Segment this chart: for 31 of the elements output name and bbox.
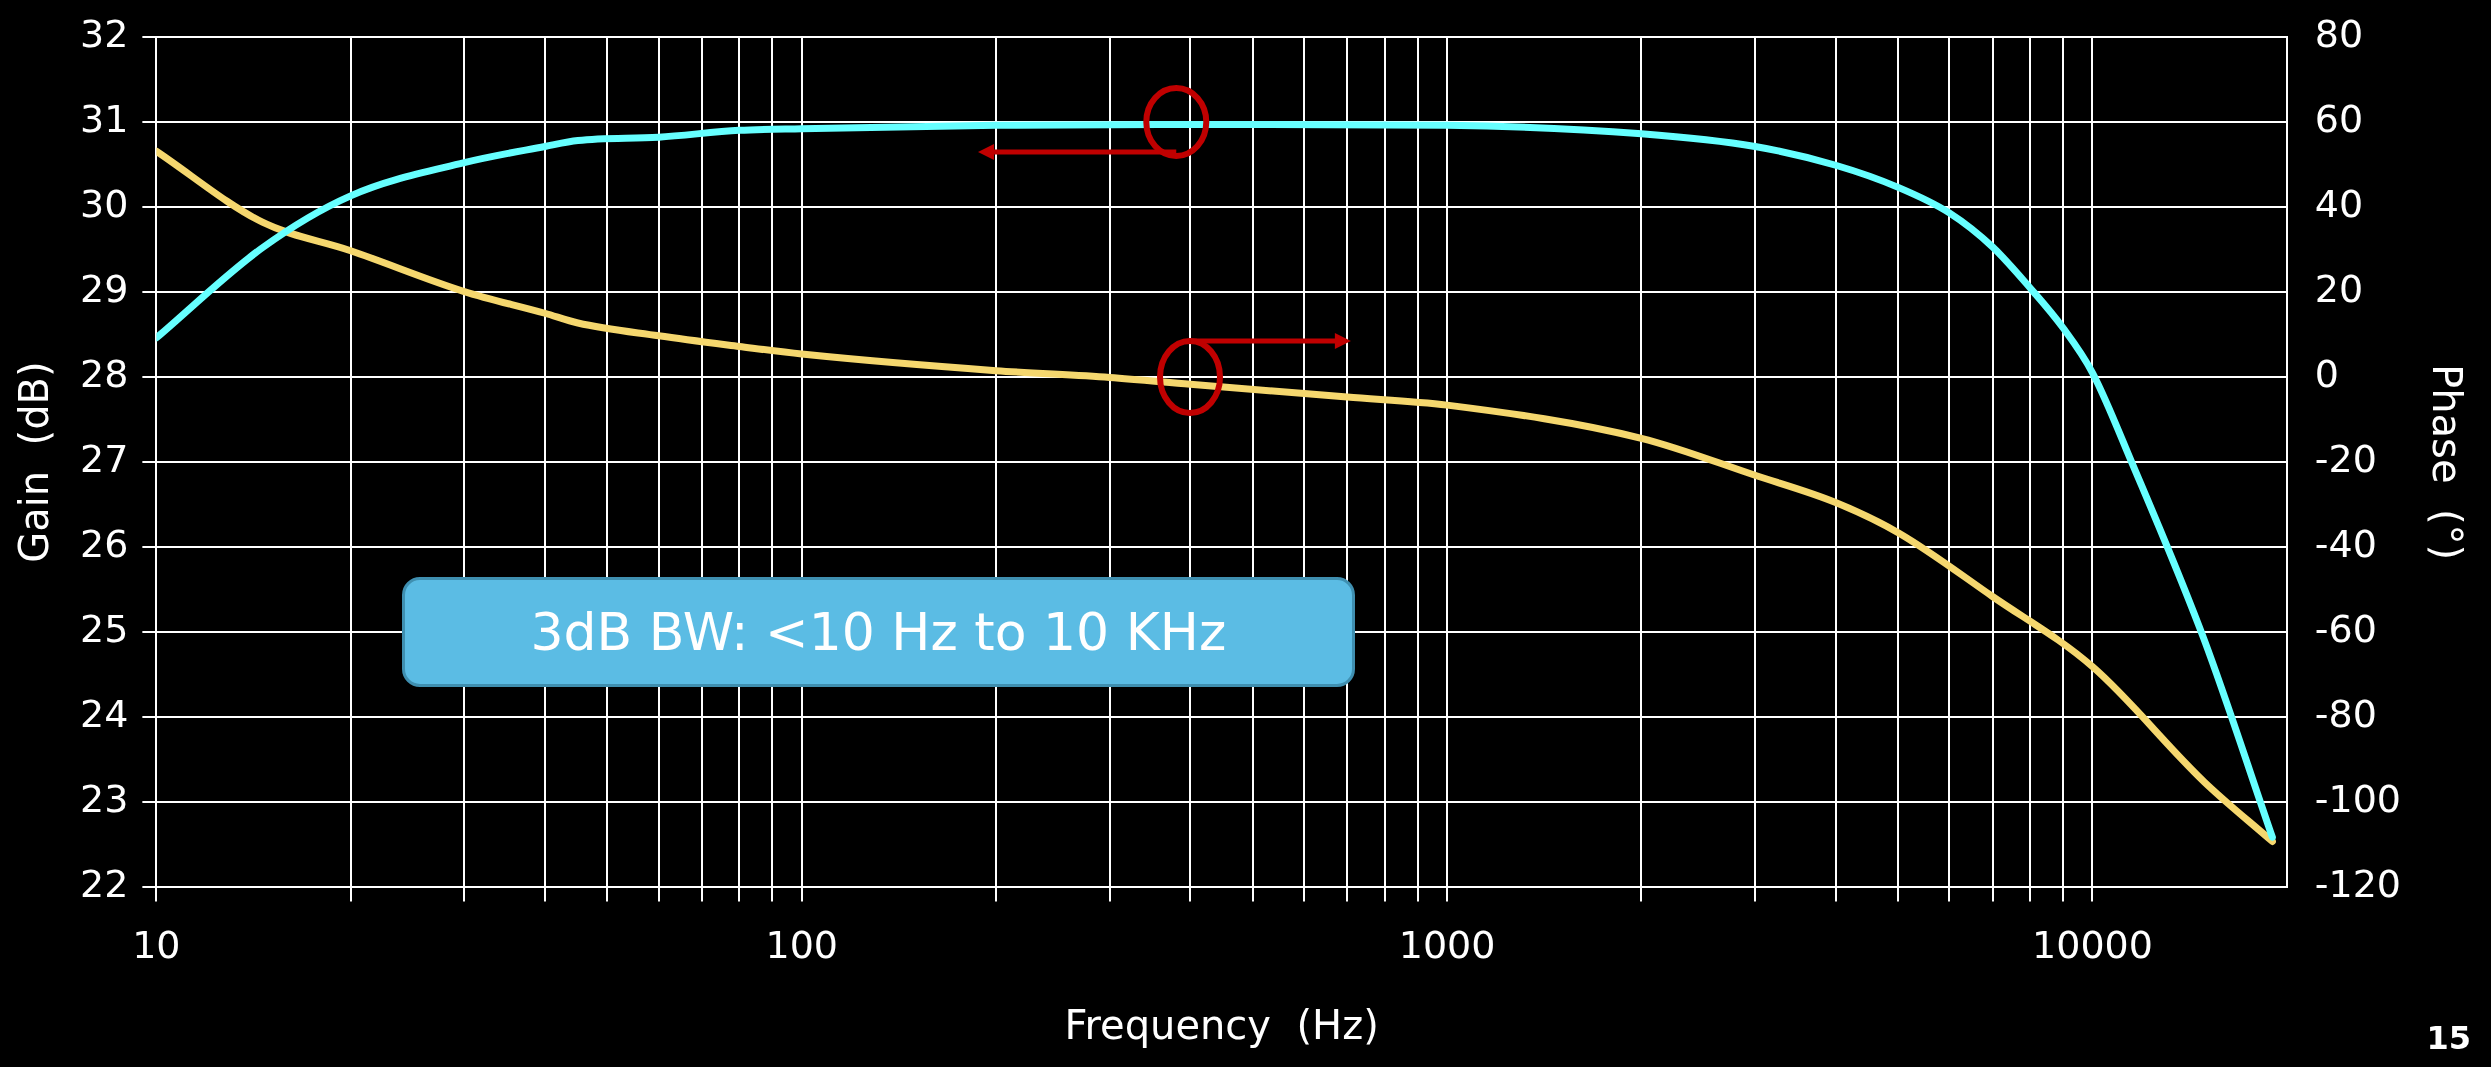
y-tick-label: 28 [79, 351, 129, 396]
x-axis-title: Frequency (Hz) [1064, 1002, 1379, 1049]
y-tick-label: 26 [79, 522, 129, 567]
y2-tick-label: 40 [2314, 181, 2364, 226]
x-tick-label: 10 [132, 923, 181, 968]
y2-axis-title: Phase (°) [2423, 364, 2470, 561]
y2-tick-label: -60 [2314, 607, 2377, 652]
y-tick-label: 27 [79, 436, 129, 481]
x-tick-label: 100 [765, 923, 838, 968]
y2-tick-label: -100 [2314, 777, 2402, 822]
y2-tick-label: 20 [2314, 266, 2364, 311]
y2-tick-label: -40 [2314, 522, 2377, 567]
y2-tick-label: -120 [2314, 862, 2402, 907]
text: 15 [2426, 1019, 2471, 1057]
y-tick-label: 24 [79, 692, 129, 737]
y-tick-label: 31 [79, 96, 129, 141]
y-tick-label: 23 [79, 777, 129, 822]
y-tick-label: 29 [79, 266, 129, 311]
y2-tick-label: 80 [2314, 11, 2364, 56]
y-tick-label: 25 [79, 607, 129, 652]
y2-tick-label: 60 [2314, 96, 2364, 141]
x-tick-label: 1000 [1398, 923, 1496, 968]
y2-tick-label: -80 [2314, 692, 2377, 737]
x-tick-label: 10000 [2032, 923, 2153, 968]
y2-tick-label: 0 [2314, 351, 2339, 396]
y-axis-title: Gain (dB) [11, 361, 58, 563]
y2-tick-label: -20 [2314, 436, 2377, 481]
y-tick-label: 22 [79, 862, 129, 907]
y-tick-label: 32 [79, 11, 129, 56]
callout-box: 3dB BW: <10 Hz to 10 KHz [401, 576, 1355, 688]
y-tick-label: 30 [79, 181, 129, 226]
